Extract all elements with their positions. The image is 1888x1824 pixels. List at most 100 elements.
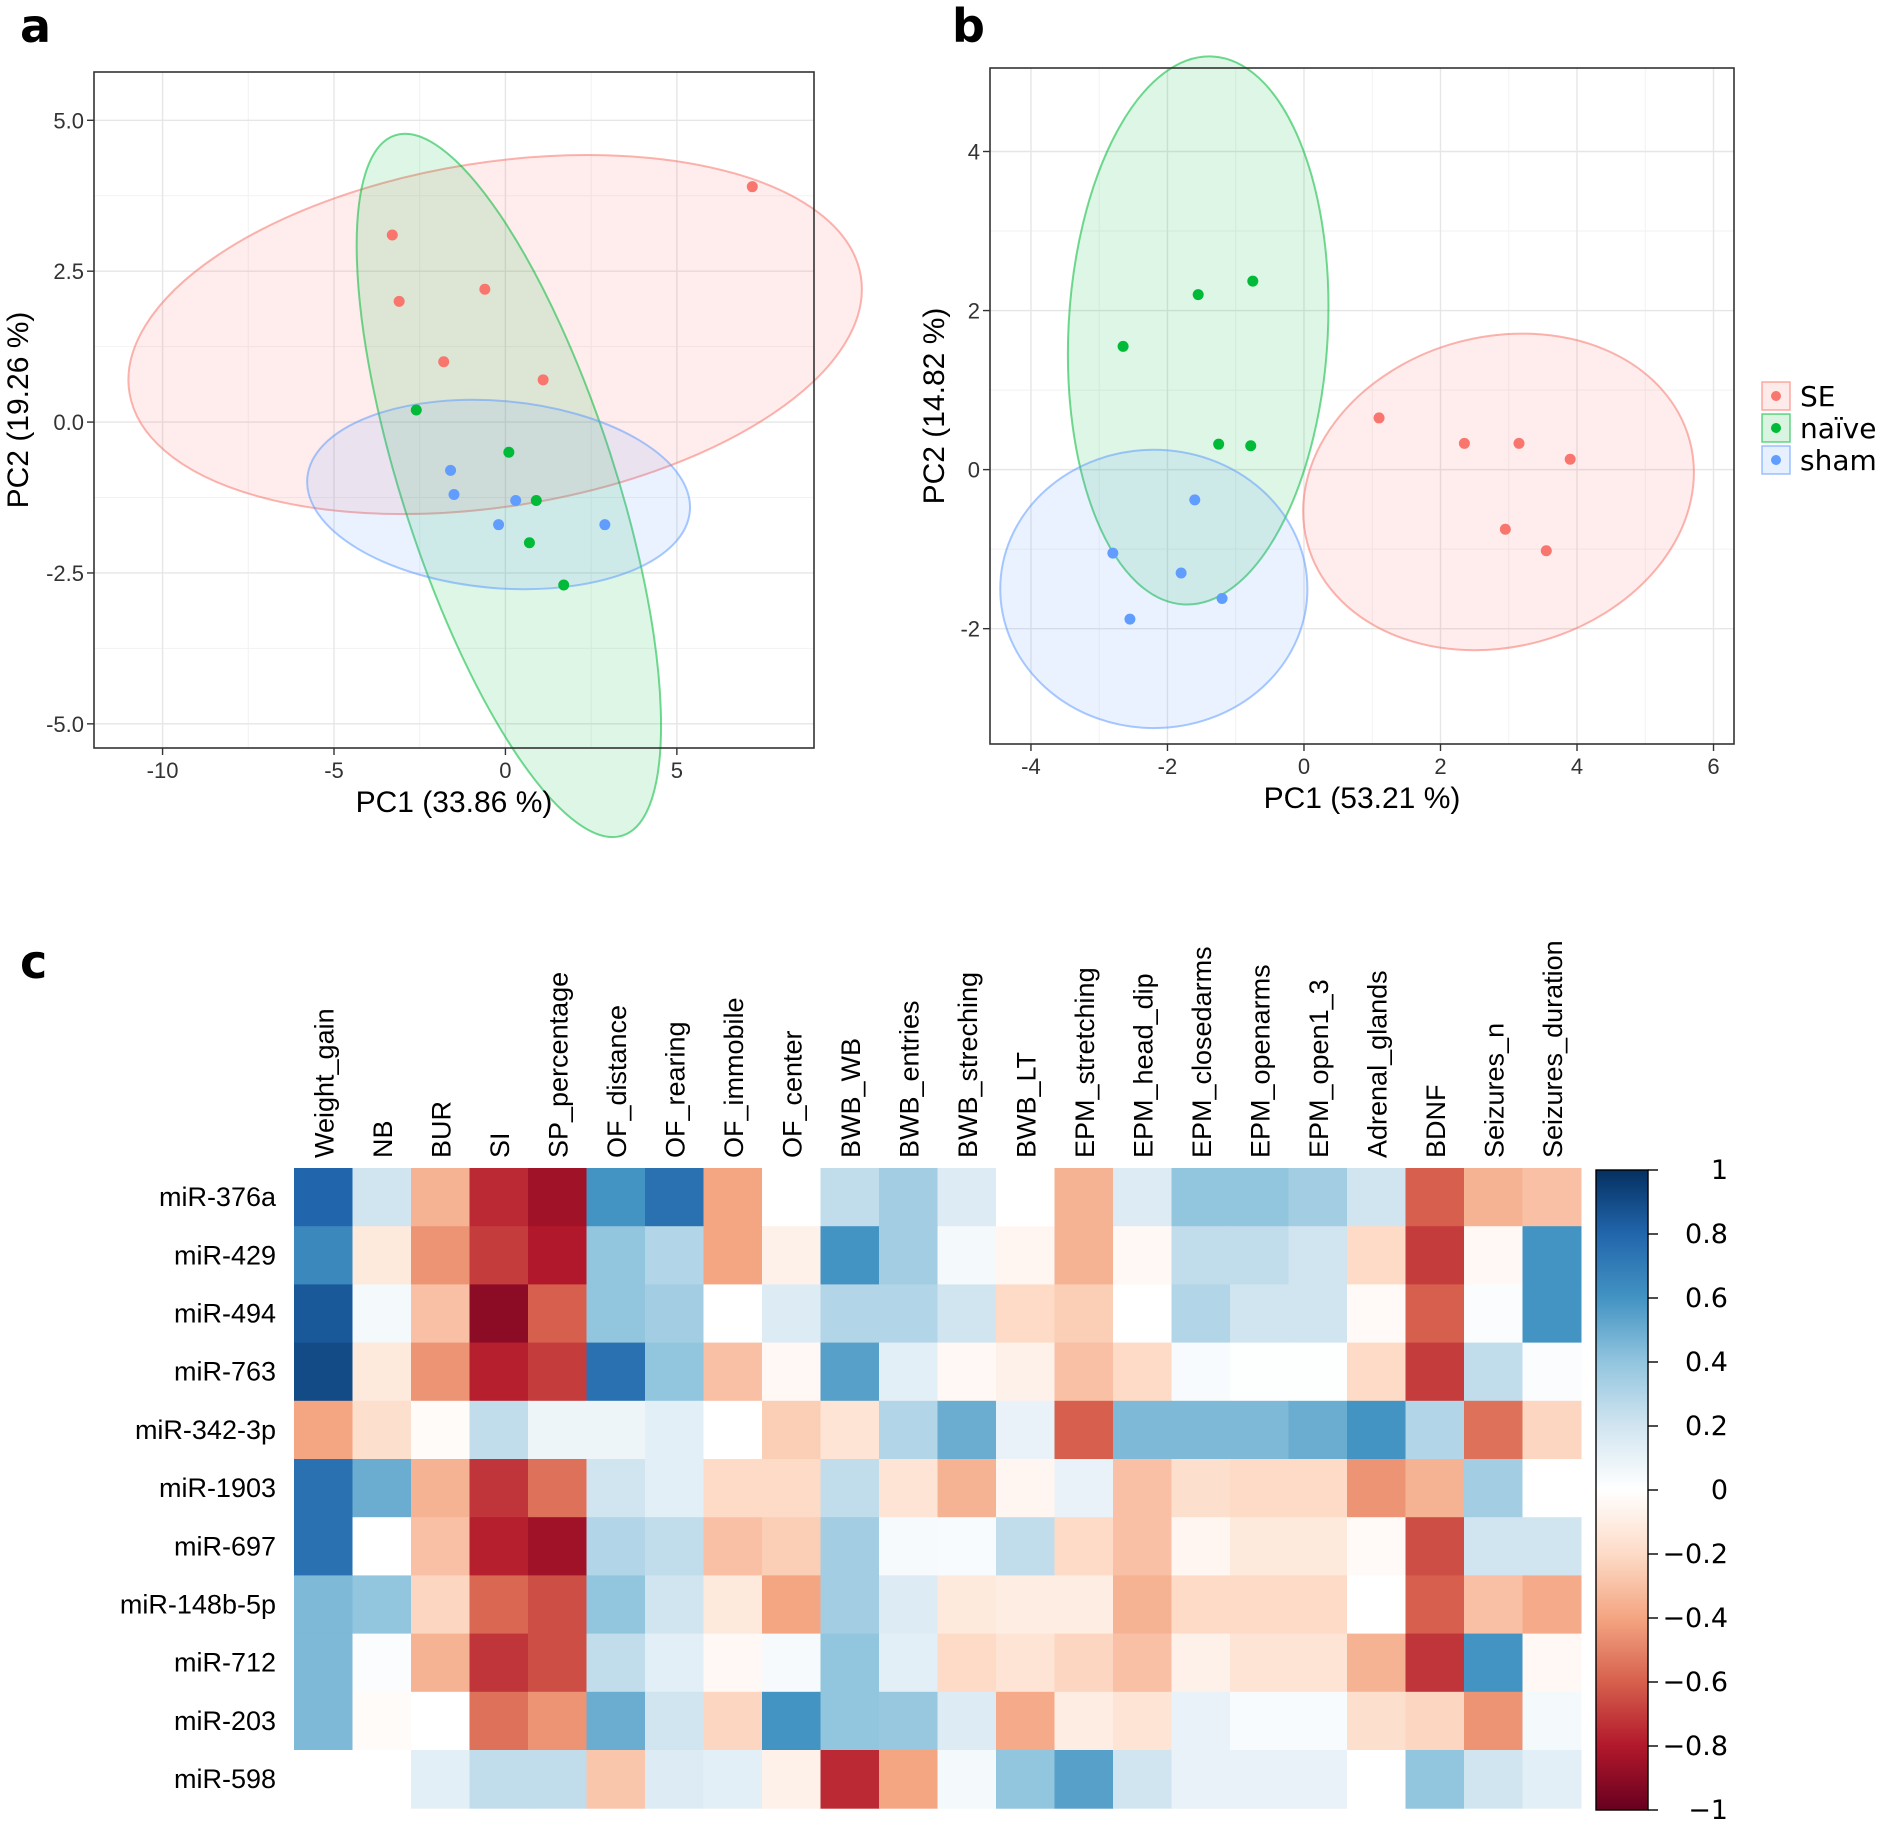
heatmap-cell <box>1405 1284 1465 1344</box>
point-se <box>1458 437 1470 449</box>
heatmap-cell <box>1347 1750 1406 1809</box>
heatmap-cell <box>1171 1691 1231 1751</box>
confidence-ellipse-naive <box>355 132 663 839</box>
pca-plot-a: -10 -5 0 5 -5.0 -2.5 0.0 2.5 5.0 PC1 (33.86 %) P… <box>2 71 863 839</box>
y-tick-label: 2 <box>968 299 980 324</box>
heatmap-cell <box>586 1226 646 1285</box>
y-tick-label: 0 <box>968 458 980 483</box>
heatmap-cell <box>937 1168 997 1227</box>
heatmap-cell <box>1288 1168 1348 1227</box>
heatmap-cell <box>879 1575 938 1635</box>
heatmap-cell <box>1405 1400 1465 1460</box>
colorbar-tick-label: 0.6 <box>1685 1283 1728 1314</box>
heatmap-cell <box>1171 1633 1231 1693</box>
heatmap-cell <box>1054 1284 1114 1344</box>
heatmap-cell <box>1288 1750 1348 1809</box>
point-sham <box>493 519 505 531</box>
heatmap-cell <box>294 1400 353 1460</box>
heatmap-column-label: OF_distance <box>602 1005 632 1158</box>
heatmap-column-label: EPM_head_dip <box>1128 973 1158 1158</box>
heatmap-cell <box>996 1517 1055 1576</box>
heatmap-cell <box>937 1750 997 1809</box>
point-sham <box>510 495 522 507</box>
heatmap-row-label: miR-376a <box>159 1182 277 1212</box>
y-tick-label: 0.0 <box>53 410 84 435</box>
pca-b-border <box>989 67 1735 745</box>
heatmap-column-label: BWB_WB <box>836 1038 866 1158</box>
point-naive <box>1247 275 1259 287</box>
heatmap-cell <box>762 1459 821 1518</box>
heatmap-cell <box>1054 1168 1114 1227</box>
heatmap-cell <box>820 1517 880 1576</box>
point-se <box>746 181 758 193</box>
heatmap-cell <box>703 1575 763 1635</box>
heatmap-cell <box>703 1459 763 1518</box>
colorbar-tick-label: −0.8 <box>1662 1731 1728 1762</box>
x-tick-label: -4 <box>1021 754 1041 779</box>
heatmap-cell <box>1405 1459 1465 1518</box>
heatmap-column-label: EPM_stretching <box>1070 967 1100 1158</box>
point-naive <box>1213 438 1225 450</box>
legend-label: naïve <box>1800 412 1876 445</box>
heatmap-cell <box>469 1400 529 1460</box>
heatmap-cell <box>411 1342 470 1402</box>
heatmap-cell <box>1113 1284 1172 1344</box>
heatmap-cell <box>820 1284 880 1344</box>
heatmap-cell <box>469 1633 529 1693</box>
heatmap-cell <box>1171 1750 1231 1809</box>
heatmap-cell <box>703 1168 763 1227</box>
legend-key-dot <box>1771 423 1781 433</box>
heatmap-cell <box>1054 1400 1114 1460</box>
pca-b-grid <box>990 68 1734 744</box>
heatmap-cell <box>996 1459 1055 1518</box>
heatmap-cell <box>1171 1459 1231 1518</box>
heatmap-cell <box>469 1226 529 1285</box>
heatmap-cell <box>879 1342 938 1402</box>
heatmap-cell <box>996 1284 1055 1344</box>
point-se <box>537 374 549 386</box>
heatmap-column-label: BWB_entries <box>894 1000 924 1158</box>
heatmap-row-label: miR-763 <box>174 1357 276 1387</box>
heatmap-cell <box>411 1284 470 1344</box>
heatmap-cell <box>586 1750 646 1809</box>
heatmap-cell <box>1464 1691 1523 1751</box>
heatmap-cell <box>528 1691 587 1751</box>
heatmap-cell <box>879 1459 938 1518</box>
heatmap-cell <box>1171 1342 1231 1402</box>
pca-a-ticks: -10 -5 0 5 -5.0 -2.5 0.0 2.5 5.0 <box>46 108 683 783</box>
heatmap-cell <box>937 1633 997 1693</box>
heatmap-cell <box>1347 1168 1406 1227</box>
heatmap-cell <box>1347 1284 1406 1344</box>
heatmap-cell <box>586 1517 646 1576</box>
point-naive <box>1192 289 1204 301</box>
heatmap-cell <box>879 1284 938 1344</box>
heatmap-cell <box>586 1168 646 1227</box>
heatmap-cell <box>820 1575 880 1635</box>
heatmap-cell <box>1405 1168 1465 1227</box>
colorbar-tick-label: −0.6 <box>1662 1667 1728 1698</box>
heatmap-column-label: BUR <box>426 1101 456 1158</box>
heatmap-cell <box>1464 1284 1523 1344</box>
heatmap-cell <box>411 1226 470 1285</box>
heatmap-column-label: OF_center <box>777 1030 807 1158</box>
heatmap-column-label: Adrenal_glands <box>1362 970 1392 1158</box>
heatmap-cell <box>1464 1517 1523 1576</box>
heatmap-cell <box>1288 1342 1348 1402</box>
heatmap-cell <box>820 1691 880 1751</box>
heatmap-cell <box>294 1226 353 1285</box>
heatmap-cell <box>1113 1226 1172 1285</box>
colorbar-tick-label: −0.4 <box>1662 1603 1728 1634</box>
heatmap-column-label: SI <box>485 1132 515 1158</box>
heatmap-cell <box>703 1226 763 1285</box>
x-tick-label: -5 <box>324 758 344 783</box>
confidence-ellipse-sham <box>999 448 1309 730</box>
heatmap-cell <box>1113 1459 1172 1518</box>
heatmap-cell <box>1054 1459 1114 1518</box>
heatmap-row-label: miR-342-3p <box>135 1415 276 1445</box>
plot-background <box>990 68 1734 744</box>
pca-b-ylabel: PC2 (14.82 %) <box>918 308 951 505</box>
heatmap-cell <box>1171 1400 1231 1460</box>
point-se <box>438 356 450 368</box>
point-sham <box>599 519 611 531</box>
heatmap-cell <box>528 1168 587 1227</box>
